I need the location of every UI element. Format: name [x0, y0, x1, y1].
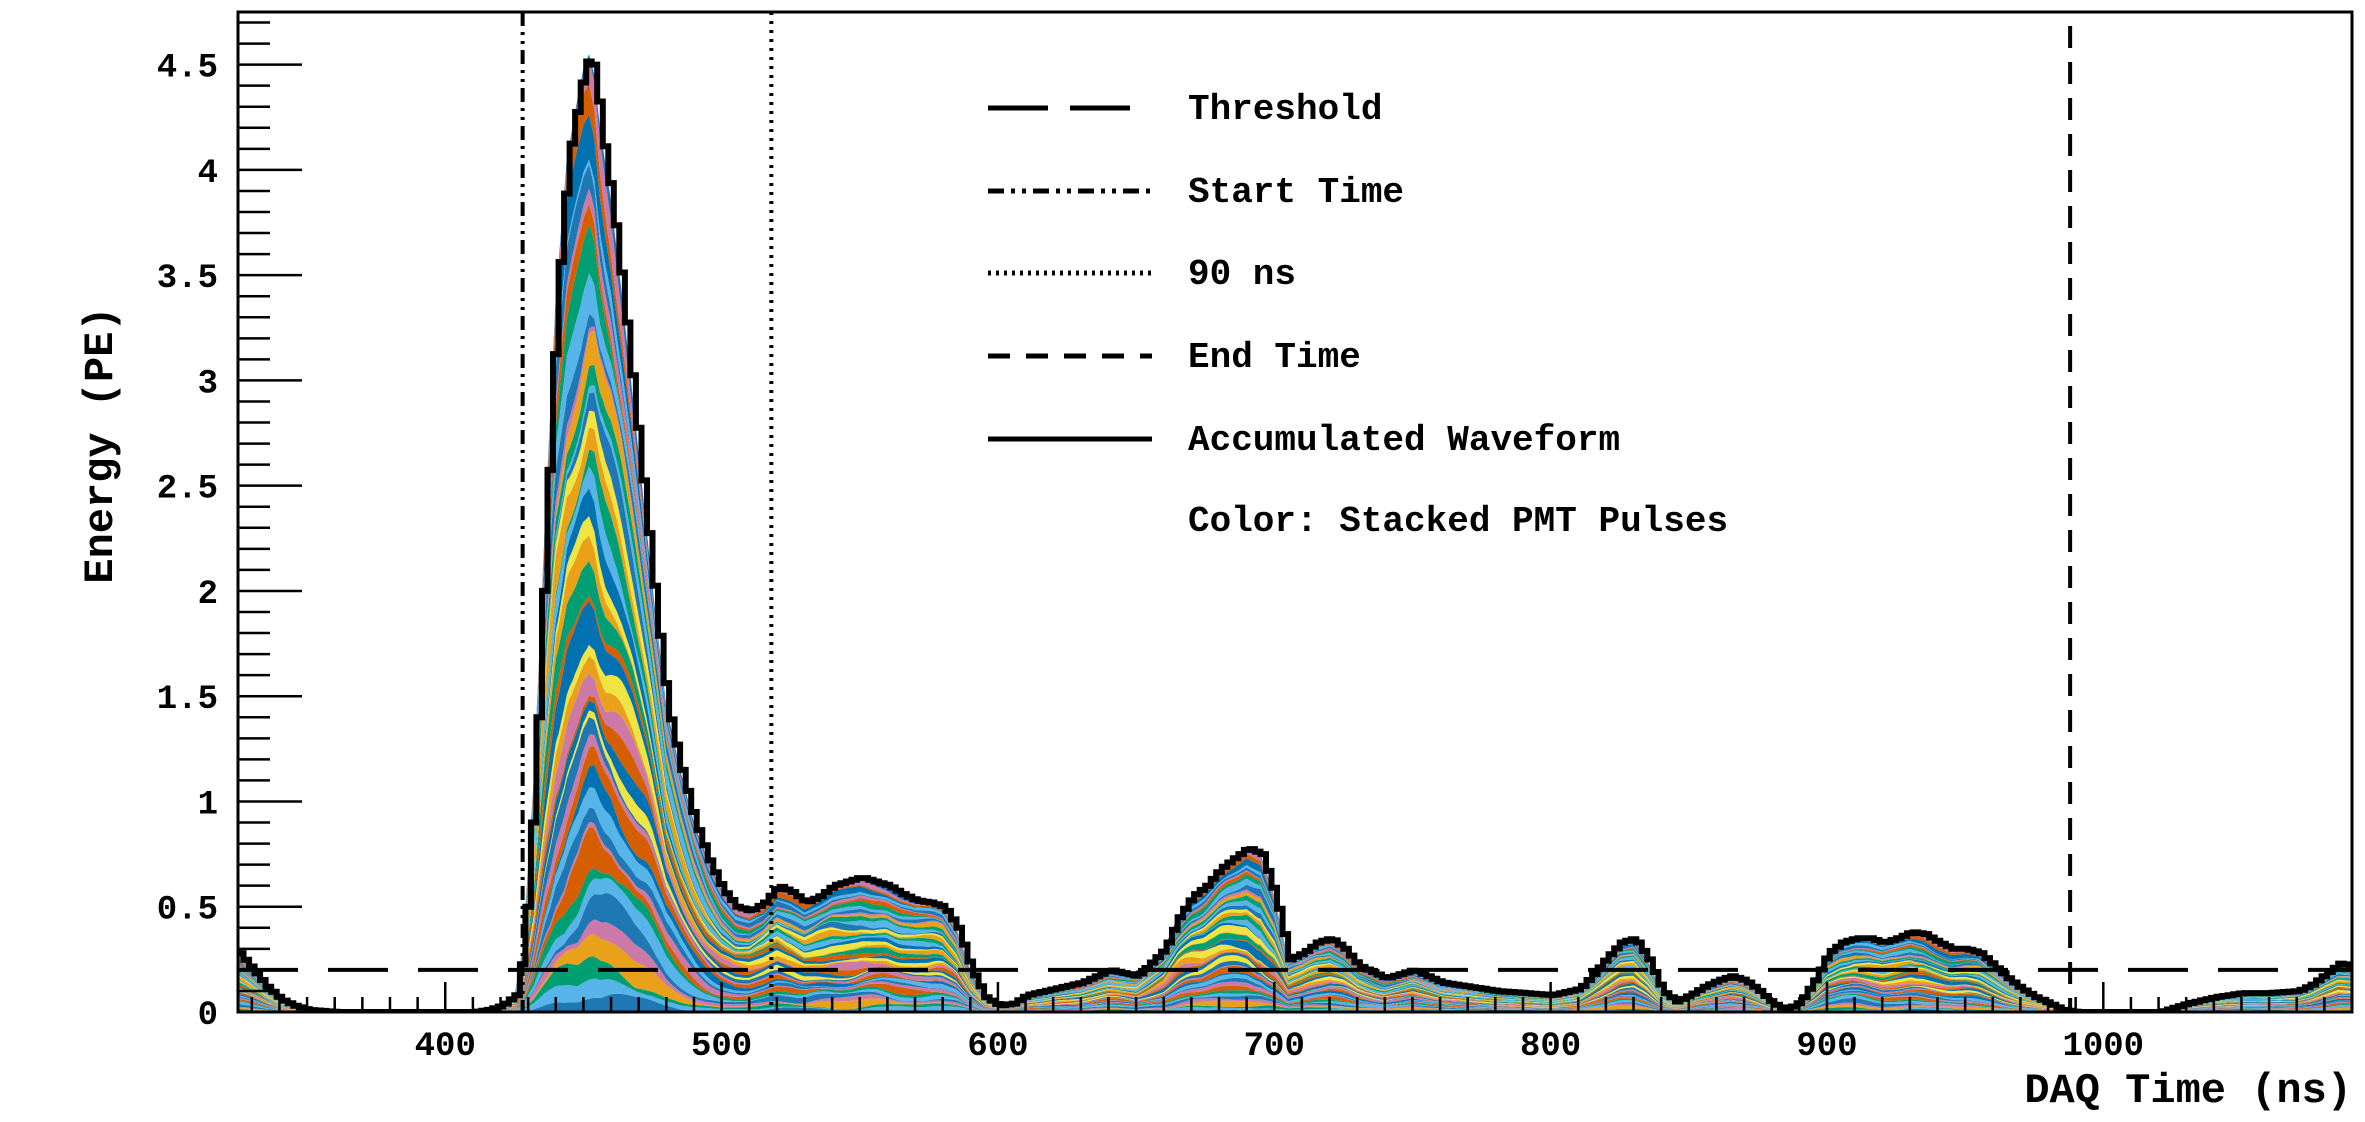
pmt-pulse-layer	[238, 673, 2352, 1012]
legend-label: Color: Stacked PMT Pulses	[1188, 501, 1728, 542]
pmt-pulse-layer	[238, 734, 2352, 1012]
x-tick-label: 400	[415, 1028, 476, 1066]
y-tick-label: 0.5	[157, 892, 218, 930]
legend-label: End Time	[1188, 337, 1361, 378]
pmt-pulse-layer	[238, 746, 2352, 1012]
legend: Threshold Start Time 90 ns End Time Accumula…	[988, 89, 1728, 542]
plot-frame	[236, 10, 2354, 1014]
x-axis-title: DAQ Time (ns)	[2024, 1067, 2352, 1115]
x-tick-label: 900	[1796, 1028, 1857, 1066]
stacked-pmt-pulses	[238, 54, 2352, 1012]
overlay-lines	[238, 12, 2352, 1012]
x-tick-label: 1000	[2062, 1028, 2144, 1066]
y-tick-label: 0	[198, 997, 218, 1035]
pmt-pulse-layer	[238, 700, 2352, 1012]
pmt-pulse-layer	[238, 868, 2352, 1012]
x-tick-label: 700	[1244, 1028, 1305, 1066]
pmt-pulse-layer	[238, 877, 2352, 1012]
y-tick-label: 4.5	[157, 50, 218, 88]
legend-label: Threshold	[1188, 89, 1382, 130]
pmt-pulse-layer	[238, 710, 2352, 1012]
pmt-pulse-layer	[238, 644, 2352, 1012]
legend-label: Accumulated Waveform	[1188, 420, 1620, 461]
x-axis: 400 500 600 700 800 900 1000	[250, 982, 2354, 1066]
y-tick-label: 3	[198, 365, 218, 403]
legend-label: 90 ns	[1188, 254, 1296, 295]
pmt-pulse-layer	[238, 656, 2352, 1012]
x-tick-label: 800	[1520, 1028, 1581, 1066]
y-axis-title: Energy (PE)	[77, 306, 125, 583]
y-tick-label: 3.5	[157, 260, 218, 298]
y-tick-label: 1	[198, 786, 218, 824]
accumulated-waveform	[238, 58, 2352, 1012]
y-tick-label: 4	[198, 155, 218, 193]
y-axis: 0 0.5 1 1.5 2 2.5 3 3.5 4 4.5	[157, 21, 302, 1035]
y-tick-label: 1.5	[157, 681, 218, 719]
y-tick-label: 2	[198, 576, 218, 614]
legend-label: Start Time	[1188, 172, 1404, 213]
x-tick-label: 600	[967, 1028, 1028, 1066]
pmt-pulse-layer	[238, 807, 2352, 1012]
pmt-pulse-layer	[238, 787, 2352, 1012]
y-tick-label: 2.5	[157, 471, 218, 509]
x-tick-label: 500	[691, 1028, 752, 1066]
